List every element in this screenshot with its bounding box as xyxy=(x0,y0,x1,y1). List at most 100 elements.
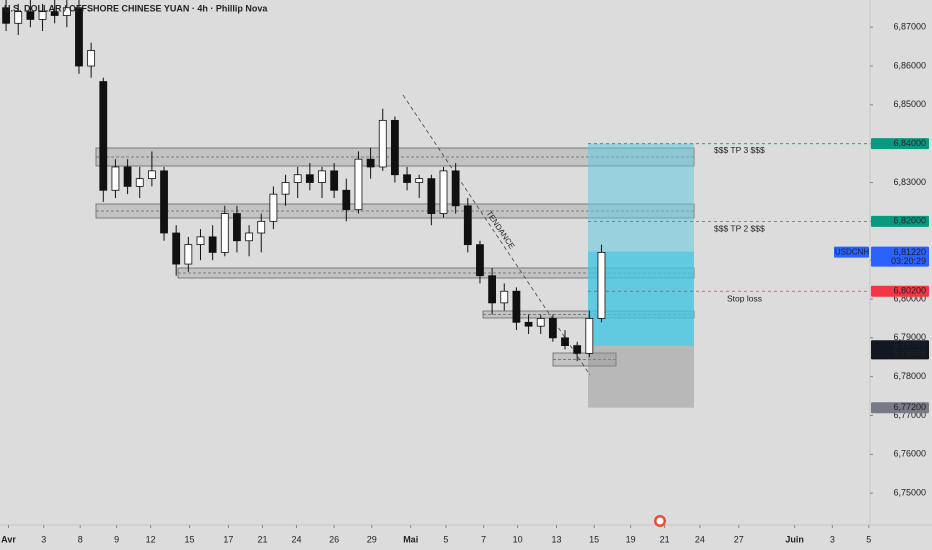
x-tick-label: 12 xyxy=(146,534,156,544)
price-badge xyxy=(871,285,929,297)
price-badge xyxy=(871,138,929,150)
countdown: 03:20:29 xyxy=(891,256,926,266)
candle-body xyxy=(147,170,156,180)
current-price-label: 6,81220 xyxy=(893,247,926,257)
candle-body xyxy=(488,275,497,304)
chart-title: U.S. DOLLAR / OFFSHORE CHINESE YUAN · 4h… xyxy=(4,3,268,13)
candle-body xyxy=(135,178,144,187)
y-tick-label: 6,80000 xyxy=(893,293,926,303)
x-tick-label: Juin xyxy=(785,534,804,544)
x-tick-label: 10 xyxy=(513,534,523,544)
price-badge-label: 6,77200 xyxy=(893,402,926,412)
candle-body xyxy=(99,81,108,191)
candle-body xyxy=(26,11,35,20)
candle-body xyxy=(561,337,569,346)
y-tick-label: 6,78000 xyxy=(893,371,926,381)
price-badge-label: 6,80200 xyxy=(893,286,926,296)
candle-body xyxy=(524,321,533,327)
current-price-badge xyxy=(871,246,929,267)
x-tick-label: 9 xyxy=(114,534,119,544)
candle-body xyxy=(62,7,71,16)
candle-body xyxy=(403,174,411,183)
price-badge-label: 6,78797 xyxy=(893,340,926,350)
trendline xyxy=(402,94,591,376)
candle-body xyxy=(415,178,424,183)
annotation: Stop loss xyxy=(727,293,762,303)
symbol-badge xyxy=(834,246,869,258)
candle-body xyxy=(512,290,521,323)
candle-body xyxy=(269,193,278,222)
candle-body xyxy=(123,166,132,187)
x-tick-label: 5 xyxy=(866,534,871,544)
candle-body xyxy=(245,232,253,242)
candle-body xyxy=(111,166,120,191)
candle-body xyxy=(500,290,509,304)
x-tick-label: Mai xyxy=(403,534,418,544)
annotation: $$$ TP 2 $$$ xyxy=(714,224,765,234)
candle-body xyxy=(257,220,266,234)
y-tick-label: 6,76000 xyxy=(893,449,926,459)
candle-body xyxy=(597,252,606,319)
candle-body xyxy=(2,7,10,24)
candle-body xyxy=(38,11,47,20)
candle-body xyxy=(451,170,460,207)
x-tick-label: 7 xyxy=(481,534,486,544)
y-tick-label: 6,85000 xyxy=(893,99,926,109)
x-tick-label: 29 xyxy=(367,534,377,544)
candle-body xyxy=(160,170,168,234)
candle-body xyxy=(196,236,205,246)
price-badge-label: 6,82000 xyxy=(893,216,926,226)
y-tick-label: 6,87000 xyxy=(893,22,926,32)
stop-zone xyxy=(588,345,694,408)
candle-body xyxy=(318,170,326,183)
candle-body xyxy=(330,170,339,191)
candle-body xyxy=(75,7,83,67)
annotation: $$$ TP 3 $$$ xyxy=(714,145,765,155)
price-badge xyxy=(871,215,929,227)
candle-body xyxy=(87,50,96,67)
y-tick-label: 6,86000 xyxy=(893,60,926,70)
x-tick-label: 26 xyxy=(329,534,339,544)
candle-body xyxy=(427,178,436,214)
x-tick-label: 21 xyxy=(660,534,670,544)
x-tick-label: 27 xyxy=(734,534,744,544)
x-tick-label: Avr xyxy=(1,534,16,544)
candle-body xyxy=(172,232,181,265)
candle-body xyxy=(439,170,448,214)
event-icon xyxy=(654,515,666,527)
y-tick-label: 6,77000 xyxy=(893,410,926,420)
x-tick-label: 15 xyxy=(185,534,195,544)
x-tick-label: 13 xyxy=(552,534,562,544)
candle-body xyxy=(184,244,193,265)
y-tick-label: 6,83000 xyxy=(893,177,926,187)
candle-body xyxy=(476,244,484,277)
candle-body xyxy=(14,11,23,24)
x-tick-label: 24 xyxy=(291,534,301,544)
x-tick-label: 5 xyxy=(443,534,448,544)
x-tick-label: 24 xyxy=(695,534,705,544)
candle-body xyxy=(366,158,375,168)
candle-body xyxy=(220,213,229,253)
price-badge-label: 6,84000 xyxy=(893,138,926,148)
candle-body xyxy=(233,213,241,242)
y-tick-label: 6,75000 xyxy=(893,488,926,498)
x-tick-label: 15 xyxy=(589,534,599,544)
candle-body xyxy=(463,205,472,246)
y-tick-label: 6,79000 xyxy=(893,332,926,342)
price-badge xyxy=(871,348,929,360)
candle-body xyxy=(342,189,351,211)
candle-body xyxy=(536,318,545,327)
candle-body xyxy=(50,11,59,16)
candle-body xyxy=(208,236,217,253)
candle-body xyxy=(573,345,582,354)
candle-body xyxy=(391,119,399,176)
plot: $$$ TP 3 $$$$$$ TP 2 $$$Stop lossTENDANC… xyxy=(2,0,870,408)
x-tick-label: 3 xyxy=(41,534,46,544)
x-tick-label: 3 xyxy=(830,534,835,544)
symbol-label: USDCNH xyxy=(835,248,869,257)
price-badge-label: 6,78588 xyxy=(893,348,926,358)
candle-body xyxy=(293,174,302,183)
profit-zone xyxy=(588,251,694,346)
candle-body xyxy=(305,174,314,183)
candle-body xyxy=(548,318,557,339)
